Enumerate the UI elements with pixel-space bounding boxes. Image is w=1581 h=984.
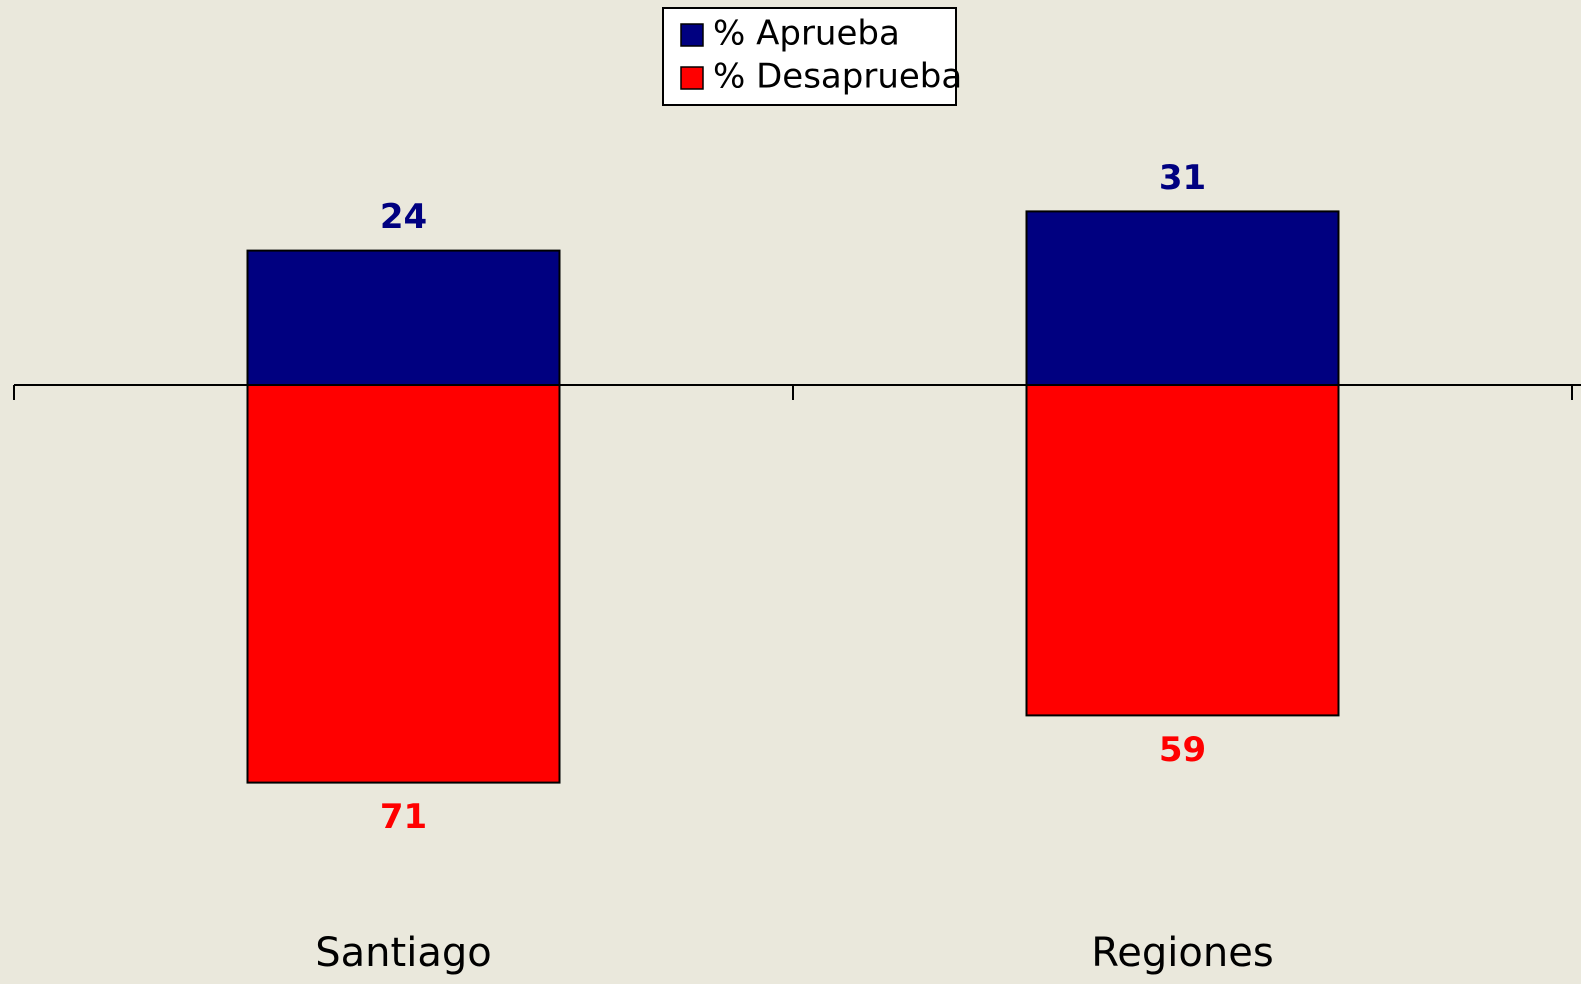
legend-swatch [680,23,704,47]
legend-swatch [680,66,704,90]
legend-box [662,7,957,106]
bar [246,249,561,386]
bar [1025,210,1340,386]
data-label: 24 [380,197,427,237]
legend-label: % Desaprueba [713,57,962,97]
data-label: 59 [1159,730,1206,770]
legend-label: % Aprueba [713,14,900,54]
data-label: 31 [1159,158,1206,198]
x-tick-label: Regiones [1091,930,1273,976]
x-tick-label: Santiago [315,930,491,976]
bar [246,384,561,784]
data-label: 71 [380,797,427,837]
bar [1025,384,1340,717]
